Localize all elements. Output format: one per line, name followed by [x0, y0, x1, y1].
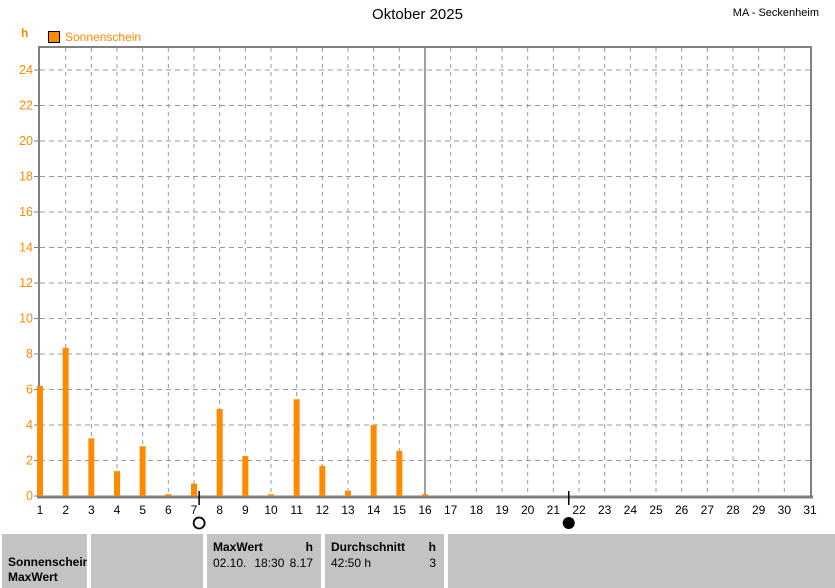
svg-text:0: 0 — [26, 489, 33, 503]
svg-text:24: 24 — [624, 503, 638, 517]
svg-text:8: 8 — [216, 503, 223, 517]
maxwert-date: 02.10. — [213, 555, 247, 570]
svg-text:31: 31 — [803, 503, 817, 517]
svg-text:20: 20 — [19, 134, 33, 148]
svg-text:6: 6 — [26, 383, 33, 397]
svg-text:16: 16 — [19, 205, 33, 219]
svg-text:9: 9 — [242, 503, 249, 517]
summary-series-sublabel: MaxWert — [8, 570, 58, 584]
summary-table: Sonnenschein MaxWert MaxWert h 02.10. 18:… — [0, 531, 835, 588]
svg-text:23: 23 — [598, 503, 612, 517]
maxwert-unit: h — [305, 540, 313, 554]
svg-text:17: 17 — [444, 503, 458, 517]
legend-label: Sonnenschein — [65, 30, 142, 44]
summary-filler-cell — [448, 534, 835, 588]
svg-text:22: 22 — [572, 503, 586, 517]
svg-text:22: 22 — [19, 99, 33, 113]
svg-text:27: 27 — [701, 503, 715, 517]
svg-text:16: 16 — [418, 503, 432, 517]
chart-title: Oktober 2025 — [372, 6, 463, 23]
svg-text:18: 18 — [470, 503, 484, 517]
maxwert-datetime: 02.10. 18:30 — [213, 556, 284, 572]
svg-text:21: 21 — [547, 503, 561, 517]
svg-text:8: 8 — [26, 347, 33, 361]
svg-text:1: 1 — [37, 503, 44, 517]
svg-text:4: 4 — [26, 418, 33, 432]
svg-text:7: 7 — [191, 503, 198, 517]
svg-text:13: 13 — [341, 503, 355, 517]
svg-text:2: 2 — [62, 503, 69, 517]
summary-maxwert-cell: MaxWert h 02.10. 18:30 8.17 — [207, 534, 321, 588]
svg-text:20: 20 — [521, 503, 535, 517]
maxwert-value: 8.17 — [289, 555, 313, 570]
durchschnitt-value: 3 — [429, 555, 436, 570]
svg-text:28: 28 — [726, 503, 740, 517]
svg-text:18: 18 — [19, 170, 33, 184]
summary-durchschnitt-cell: Durchschnitt h 42:50 h 3 — [325, 534, 444, 588]
svg-text:30: 30 — [778, 503, 792, 517]
maxwert-header: MaxWert — [213, 540, 263, 554]
y-axis-unit-label: h — [21, 26, 29, 40]
svg-text:26: 26 — [675, 503, 689, 517]
svg-text:10: 10 — [19, 312, 33, 326]
legend: Sonnenschein — [48, 30, 141, 44]
svg-text:14: 14 — [19, 241, 33, 255]
svg-text:14: 14 — [367, 503, 381, 517]
svg-text:5: 5 — [139, 503, 146, 517]
durchschnitt-header: Durchschnitt — [331, 540, 406, 554]
summary-series-cell: Sonnenschein MaxWert — [2, 534, 87, 588]
maxwert-time: 18:30 — [254, 555, 285, 570]
svg-text:3: 3 — [88, 503, 95, 517]
durchschnitt-text: 42:50 h — [331, 555, 372, 570]
durchschnitt-unit: h — [428, 540, 436, 554]
svg-text:4: 4 — [114, 503, 121, 517]
svg-text:15: 15 — [393, 503, 407, 517]
legend-swatch-icon — [48, 31, 60, 43]
svg-text:12: 12 — [19, 276, 33, 290]
summary-empty-cell — [91, 534, 203, 588]
svg-text:12: 12 — [316, 503, 330, 517]
svg-text:10: 10 — [264, 503, 278, 517]
svg-text:24: 24 — [19, 63, 33, 77]
svg-text:11: 11 — [290, 503, 303, 517]
svg-text:6: 6 — [165, 503, 172, 517]
svg-text:2: 2 — [26, 454, 33, 468]
svg-text:29: 29 — [752, 503, 766, 517]
svg-text:25: 25 — [649, 503, 663, 517]
summary-series-label: Sonnenschein — [8, 555, 87, 569]
station-label: MA - Seckenheim — [732, 7, 819, 19]
svg-text:19: 19 — [495, 503, 509, 517]
